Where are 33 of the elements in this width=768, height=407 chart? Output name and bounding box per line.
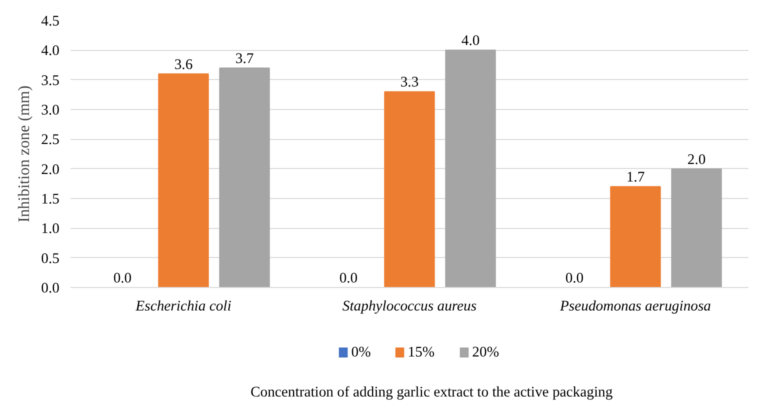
data-label: 2.0 xyxy=(687,152,706,168)
data-label: 1.7 xyxy=(626,170,645,186)
y-tick-label: 4.5 xyxy=(41,14,60,30)
y-tick-label: 3.0 xyxy=(41,102,60,118)
bar xyxy=(671,168,722,288)
x-axis-title: Concentration of adding garlic extract to the active packaging xyxy=(250,384,614,400)
bar xyxy=(384,91,435,288)
bar xyxy=(219,67,270,288)
data-label: 4.0 xyxy=(461,33,480,50)
y-tick-label: 1.0 xyxy=(41,221,60,238)
data-label: 3.6 xyxy=(174,56,193,73)
bar xyxy=(445,50,496,288)
data-label: 3.7 xyxy=(235,50,254,67)
bar xyxy=(158,73,209,288)
legend-label: 0% xyxy=(351,344,371,360)
y-tick-label: 0.5 xyxy=(41,250,60,267)
data-label: 0.0 xyxy=(113,270,132,286)
y-tick-label: 1.5 xyxy=(41,192,60,208)
x-tick-label: Escherichia coli xyxy=(134,298,232,314)
data-label: 0.0 xyxy=(565,270,584,286)
x-tick-label: Pseudomonas aeruginosa xyxy=(558,298,712,314)
data-label: 0.0 xyxy=(339,270,358,286)
legend-label: 20% xyxy=(472,344,500,360)
data-label: 3.3 xyxy=(400,74,419,91)
x-tick-label: Staphylococcus aureus xyxy=(342,298,477,314)
legend-label: 15% xyxy=(408,344,435,360)
y-axis-title: Inhibition zone (mm) xyxy=(16,86,34,222)
y-tick-label: 4.0 xyxy=(41,43,60,60)
y-tick-label: 2.5 xyxy=(41,132,60,148)
y-tick-label: 3.5 xyxy=(41,72,60,89)
y-tick-label: 0.0 xyxy=(41,280,60,296)
y-tick-label: 2.0 xyxy=(41,162,60,178)
bar xyxy=(610,186,661,288)
